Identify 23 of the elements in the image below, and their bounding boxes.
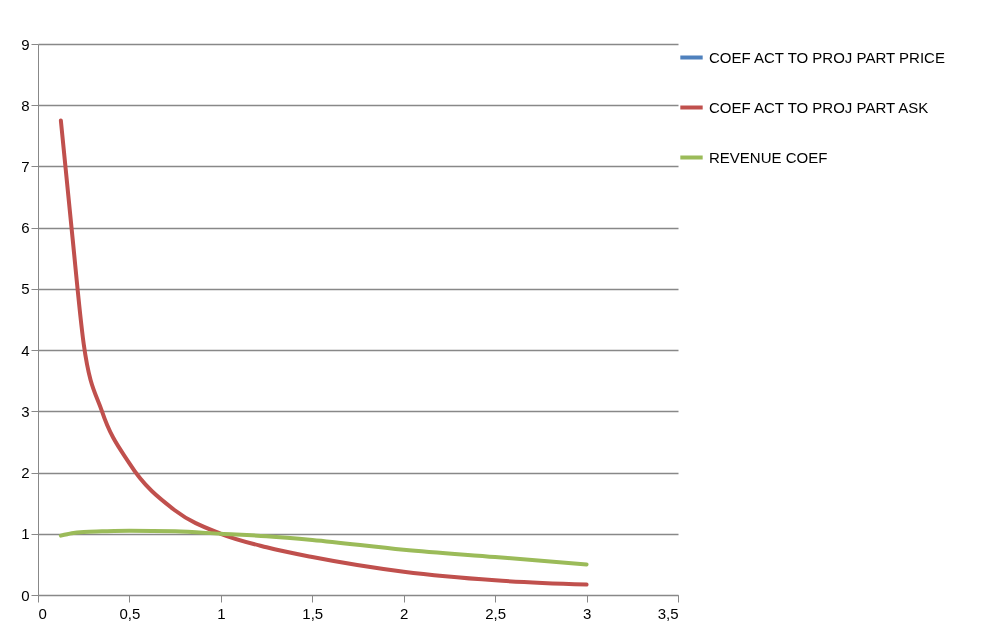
x-tick-label: 3,5: [657, 604, 679, 622]
x-tick-label: 1: [217, 604, 226, 622]
x-tick-label: 0,5: [119, 604, 141, 622]
y-tick-label: 5: [21, 280, 30, 298]
y-tick-label: 0: [21, 586, 30, 604]
legend-label: COEF ACT TO PROJ PART ASK: [709, 98, 929, 116]
y-tick-label: 1: [21, 525, 30, 543]
line-series: [58, 118, 589, 587]
x-tick-label: 2: [400, 604, 409, 622]
y-tick-label: 4: [21, 341, 30, 359]
y-tick-label: 9: [21, 35, 30, 53]
y-tick-label: 8: [21, 96, 30, 114]
y-tick-label: 6: [21, 219, 30, 237]
y-tick-label: 2: [21, 464, 30, 482]
line-series: [58, 528, 589, 567]
y-tick-label: 7: [21, 157, 30, 175]
x-tick-label: 1,5: [302, 604, 324, 622]
x-tick-label: 0: [38, 604, 47, 622]
y-tick-label: 3: [21, 402, 30, 420]
legend-label: COEF ACT TO PROJ PART PRICE: [709, 48, 945, 66]
x-tick-label: 3: [582, 604, 592, 622]
legend-label: REVENUE COEF: [709, 148, 828, 166]
x-tick-label: 2,5: [485, 604, 507, 622]
